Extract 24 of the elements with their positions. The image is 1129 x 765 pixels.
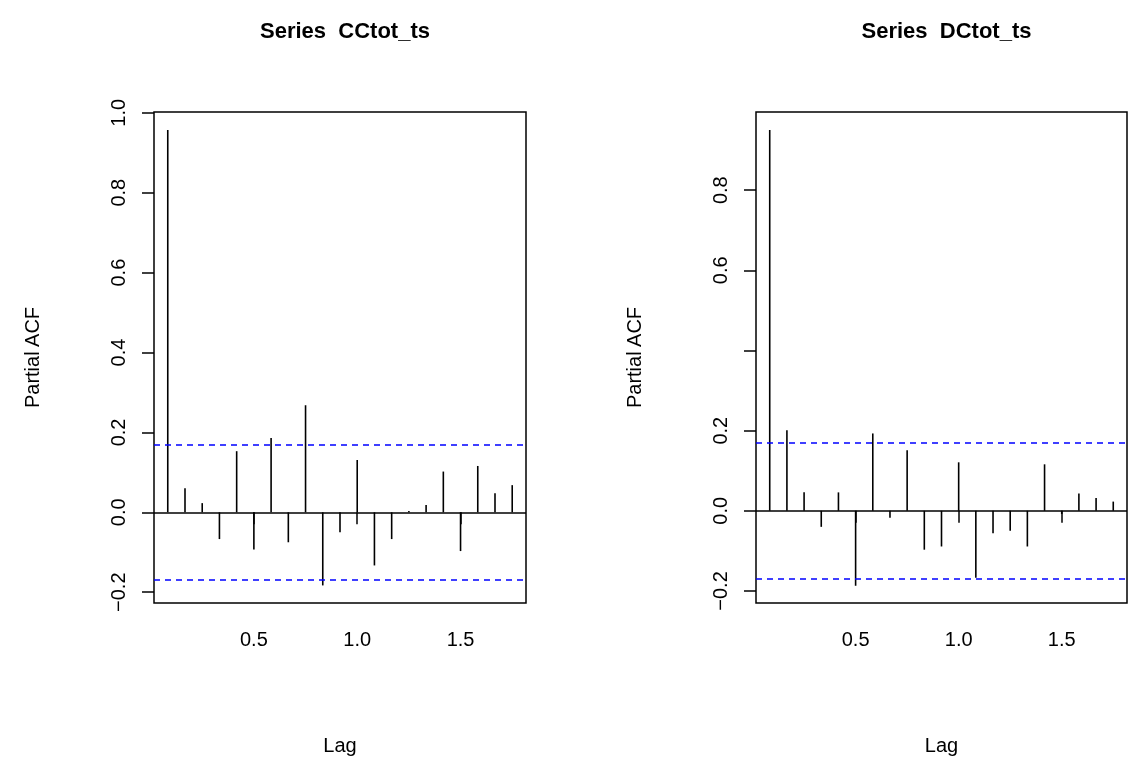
- x-tick-label: 0.5: [841, 628, 870, 650]
- x-tick-label: 1.0: [343, 628, 372, 650]
- y-tick-label: 0.8: [107, 178, 129, 207]
- y-tick-label: 0.2: [709, 416, 731, 445]
- chart-title: Series DCtot_ts: [861, 17, 1032, 43]
- x-axis-title: Lag: [924, 734, 959, 756]
- x-tick-label: 1.0: [944, 628, 973, 650]
- y-tick-label: 1.0: [107, 98, 129, 127]
- y-tick-label: 0.0: [107, 498, 129, 527]
- x-tick-label: 1.5: [1047, 628, 1076, 650]
- x-tick-label: 0.5: [239, 628, 268, 650]
- x-tick-label: 1.5: [446, 628, 475, 650]
- y-tick-label: −0.2: [107, 572, 129, 612]
- y-tick-label: 0.0: [709, 496, 731, 525]
- y-tick-label: 0.6: [709, 256, 731, 285]
- x-axis-title: Lag: [323, 734, 357, 756]
- y-tick-label: 0.2: [107, 418, 129, 447]
- chart-title: Series CCtot_ts: [260, 17, 430, 43]
- y-tick-label: −0.2: [709, 571, 731, 611]
- y-tick-label: 0.4: [107, 338, 129, 367]
- y-axis-title: Partial ACF: [623, 306, 645, 409]
- y-axis-title: Partial ACF: [21, 306, 43, 409]
- y-tick-label: 0.6: [107, 258, 129, 287]
- y-tick-label: 0.8: [709, 176, 731, 205]
